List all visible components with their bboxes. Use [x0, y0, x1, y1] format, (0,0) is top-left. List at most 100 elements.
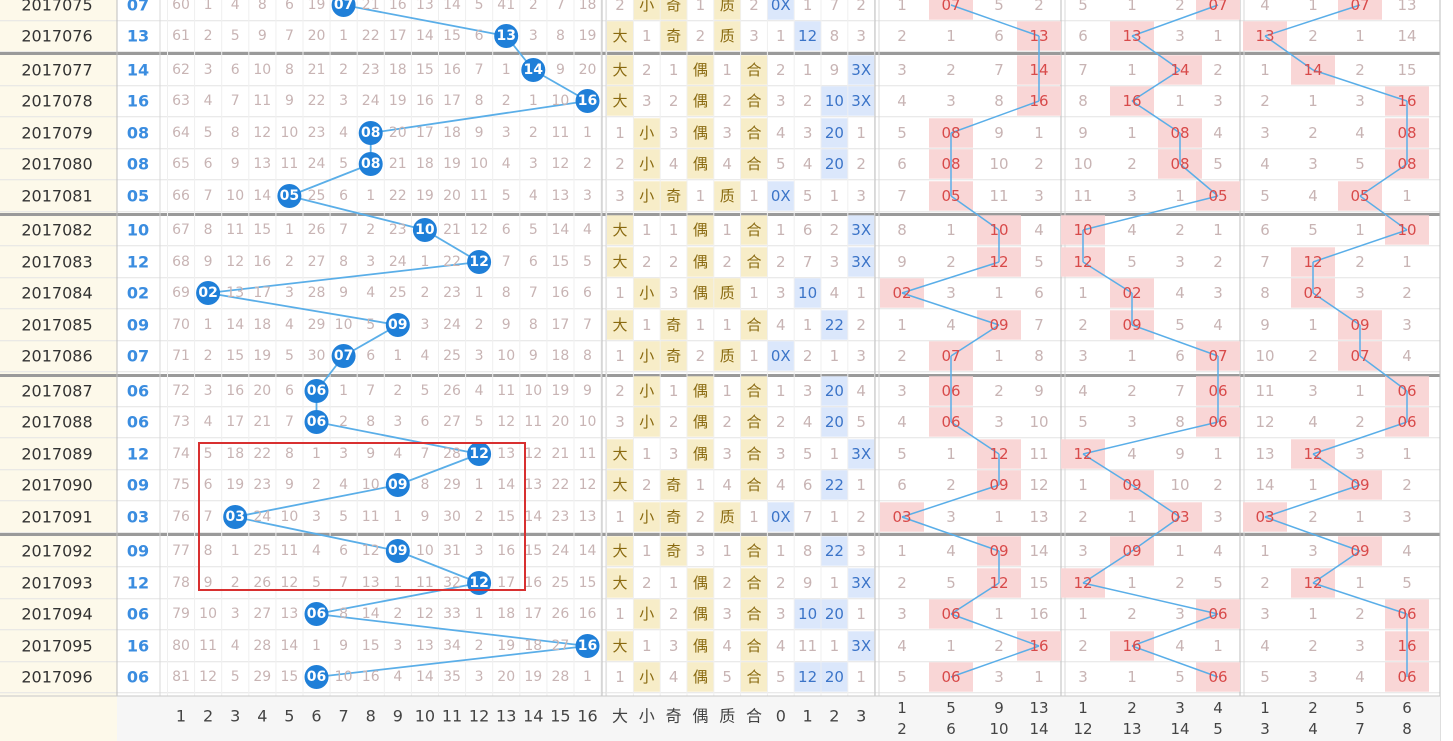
footer-dist-label: 1	[176, 707, 186, 726]
miss-value: 10	[579, 414, 597, 430]
trend-line	[370, 100, 588, 134]
number-ball	[304, 410, 329, 434]
attr-value: 合	[746, 61, 761, 79]
miss-value: 18	[226, 446, 244, 462]
footer-group-label: 7	[1355, 720, 1365, 738]
trend-line	[289, 195, 426, 231]
miss-value: 11	[199, 638, 217, 654]
group-value: 1	[1127, 668, 1137, 686]
attr-value: 质	[720, 187, 735, 205]
miss-value: 7	[285, 414, 294, 430]
group-value: 3	[897, 61, 907, 79]
miss-value: 61	[172, 28, 190, 44]
miss-value: 1	[583, 125, 592, 141]
miss-value: 27	[551, 638, 569, 654]
miss-value: 1	[204, 317, 213, 333]
attr-hit-cell	[687, 662, 714, 692]
group-value: 6	[994, 27, 1004, 45]
group-value: 1	[1355, 221, 1365, 239]
attr-hit-cell	[607, 215, 633, 245]
attr-value: 20	[825, 124, 844, 142]
attr-value: 10	[798, 605, 817, 623]
attr-value: 2	[669, 253, 679, 271]
miss-value: 79	[172, 606, 190, 622]
footer-attr-label: 偶	[692, 707, 708, 726]
miss-value: 14	[226, 317, 244, 333]
attr-value: 1	[749, 347, 759, 365]
miss-value: 19	[226, 477, 244, 493]
attr-value: 10	[825, 92, 844, 110]
attr-value: 3X	[851, 574, 871, 592]
number-ball	[521, 58, 546, 82]
attr-hit-cell	[741, 536, 767, 566]
group-trend-line	[950, 195, 1000, 231]
attr-value: 3	[776, 445, 786, 463]
miss-value: 15	[362, 638, 380, 654]
attr-value: 20	[825, 668, 844, 686]
attr-hit-cell	[821, 470, 848, 500]
miss-value: 14	[416, 669, 434, 685]
miss-value: 2	[366, 222, 375, 238]
miss-value: 4	[339, 125, 348, 141]
attr-value: 2	[776, 413, 786, 431]
attr-hit-cell	[633, 502, 660, 532]
footer-group-label: 13	[1029, 699, 1048, 717]
group-value: 1	[946, 27, 956, 45]
attr-value: 合	[746, 124, 761, 142]
number-ball-label: 16	[578, 93, 597, 109]
miss-value: 11	[280, 543, 298, 559]
attr-hit-cell	[687, 599, 714, 629]
group-value: 5	[1034, 253, 1044, 271]
attr-value: 9	[803, 574, 813, 592]
miss-value: 25	[551, 575, 569, 591]
attr-value: 合	[746, 637, 761, 655]
attr-value: 偶	[693, 61, 708, 79]
group-value: 2	[1402, 476, 1412, 494]
footer-attr-label: 1	[803, 707, 813, 726]
attr-value: 2	[856, 0, 866, 14]
miss-value: 15	[416, 62, 434, 78]
footer-dist-label: 14	[523, 707, 543, 726]
miss-value: 3	[529, 156, 538, 172]
miss-value: 15	[524, 543, 542, 559]
attr-value: 1	[856, 605, 866, 623]
draw-number: 12	[127, 253, 149, 272]
group-value: 3	[1078, 542, 1088, 560]
footer-group-label: 9	[994, 699, 1004, 717]
miss-value: 8	[502, 285, 511, 301]
issue-label: 2017078	[21, 92, 92, 111]
miss-value: 4	[475, 383, 484, 399]
attr-hit-cell	[687, 55, 714, 85]
group-value: 1	[1127, 124, 1137, 142]
attr-value: 1	[776, 382, 786, 400]
group-trend-line	[1082, 453, 1133, 486]
draw-number: 08	[127, 155, 149, 174]
group-trend-line	[1264, 484, 1361, 518]
group-value: 08	[1170, 124, 1189, 142]
miss-value: 25	[253, 543, 271, 559]
group-trend-line	[901, 261, 1000, 294]
miss-value: 2	[475, 317, 484, 333]
attr-value: 20	[825, 382, 844, 400]
miss-value: 17	[497, 575, 515, 591]
attr-value: 5	[776, 668, 786, 686]
miss-value: 17	[443, 93, 461, 109]
attr-value: 偶	[693, 382, 708, 400]
attr-value: 2	[642, 253, 652, 271]
miss-value: 16	[579, 606, 597, 622]
group-value: 1	[1127, 0, 1137, 14]
group-value: 4	[1175, 637, 1185, 655]
attr-value: 3	[830, 253, 840, 271]
attr-value: 大	[612, 476, 627, 494]
miss-value: 25	[389, 285, 407, 301]
attr-hit-cell	[607, 247, 633, 277]
attr-value: 3	[642, 92, 652, 110]
group-value: 2	[897, 574, 907, 592]
attr-value: 大	[612, 221, 627, 239]
group-value: 2	[1127, 605, 1137, 623]
miss-value: 22	[443, 254, 461, 270]
group-value: 13	[1255, 445, 1274, 463]
group-value: 1	[1308, 476, 1318, 494]
miss-value: 17	[253, 285, 271, 301]
